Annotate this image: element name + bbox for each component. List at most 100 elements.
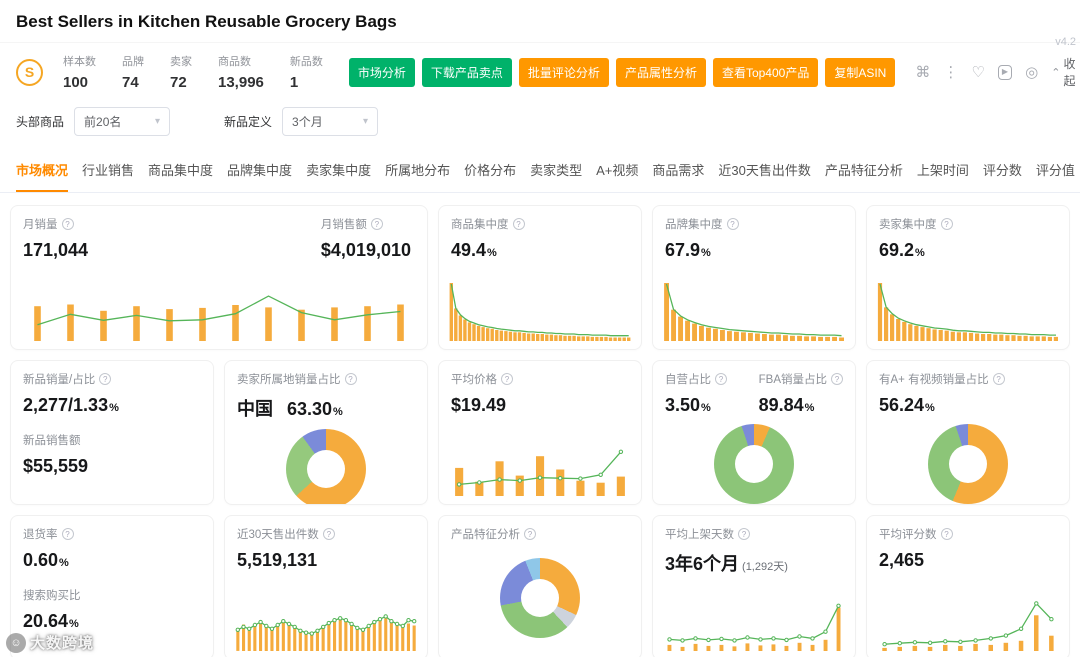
tab-location-distribution[interactable]: 所属地分布	[385, 163, 451, 178]
card-units-sold-30d: 近30天售出件数 ? 5,519,131	[224, 515, 428, 657]
watermark-logo-icon: ☺	[6, 632, 26, 653]
info-icon[interactable]: ?	[512, 218, 525, 230]
average-listing-age-value: 3年6个月 (1,292天)	[665, 554, 788, 574]
video-tutorial-icon[interactable]: ▶	[997, 64, 1013, 80]
stat-new-products: 新品数 1	[289, 56, 323, 91]
monthly-revenue-label: 月销售额	[320, 219, 367, 231]
product-concentration-value: 49.4%	[451, 240, 497, 260]
brand-concentration-chart	[663, 279, 845, 341]
version-label: v4.2	[1055, 36, 1076, 48]
location-donut-chart	[286, 429, 366, 504]
stat-products: 商品数 13,996	[218, 56, 264, 91]
chevron-up-icon: ⌃	[1051, 66, 1061, 79]
info-icon[interactable]: ?	[940, 218, 953, 230]
seller-concentration-chart	[877, 279, 1059, 341]
analysis-tab-bar: 市场概况 行业销售 商品集中度 品牌集中度 卖家集中度 所属地分布 价格分布 卖…	[0, 150, 1080, 193]
card-average-price: 平均价格 ? $19.49	[438, 360, 642, 505]
collapse-toggle[interactable]: ⌃ 收起	[1051, 57, 1076, 88]
monthly-sales-label: 月销量	[23, 219, 58, 231]
tab-aplus-video[interactable]: A+视频	[596, 163, 639, 178]
tab-brand-concentration[interactable]: 品牌集中度	[227, 163, 293, 178]
tab-market-overview[interactable]: 市场概况	[16, 150, 69, 192]
card-product-concentration: 商品集中度 ? 49.4%	[438, 205, 642, 350]
card-aplus-video-share: 有A+ 有视频销量占比 ? 56.24%	[866, 360, 1070, 505]
info-icon[interactable]: ?	[61, 218, 74, 230]
market-analysis-button[interactable]: 市场分析	[348, 57, 415, 87]
info-icon[interactable]: ?	[322, 528, 335, 540]
product-attribute-analysis-button[interactable]: 产品属性分析	[615, 57, 706, 87]
top-products-label: 头部商品	[16, 115, 65, 129]
card-average-listing-age: 平均上架天数 ? 3年6个月 (1,292天)	[652, 515, 856, 657]
shortcut-grid-icon[interactable]: ⌘	[915, 63, 931, 81]
units-sold-30d-chart	[235, 596, 417, 651]
return-rate-value: 0.60%	[23, 550, 69, 570]
chevron-down-icon: ▾	[363, 116, 369, 127]
info-icon[interactable]: ?	[831, 373, 843, 385]
action-buttons: 市场分析 下载产品卖点 批量评论分析 产品属性分析 查看Top400产品 复制A…	[348, 57, 896, 87]
amazon-owned-value: 3.50%	[665, 395, 711, 415]
fba-donut-chart	[714, 424, 794, 504]
info-icon[interactable]: ?	[726, 218, 739, 230]
new-product-sales-value: 2,277/1.33%	[23, 395, 119, 415]
stat-sample-count: 样本数 100	[63, 56, 96, 91]
info-icon[interactable]: ?	[344, 373, 357, 385]
search-purchase-ratio-value: 20.64%	[23, 611, 79, 631]
tab-rating-value[interactable]: 评分值	[1035, 163, 1075, 178]
monthly-sales-value: 171,044	[23, 240, 89, 260]
info-icon[interactable]: ?	[715, 373, 727, 385]
card-brand-concentration: 品牌集中度 ? 67.9%	[652, 205, 856, 350]
batch-review-analysis-button[interactable]: 批量评论分析	[518, 57, 609, 87]
fba-share-value: 89.84%	[758, 395, 815, 415]
copy-asin-button[interactable]: 复制ASIN	[825, 57, 896, 87]
tab-price-distribution[interactable]: 价格分布	[464, 163, 517, 178]
location-share-value: 63.30%	[287, 399, 343, 419]
new-product-definition-select[interactable]: 3个月 ▾	[282, 107, 379, 136]
card-return-rate: 退货率 ? 0.60% 搜索购买比 20.64%	[10, 515, 214, 657]
record-circle-icon[interactable]: ◎	[1025, 63, 1039, 81]
rating-count-chart	[877, 596, 1059, 651]
info-icon[interactable]: ?	[992, 373, 1005, 385]
view-top400-button[interactable]: 查看Top400产品	[712, 57, 819, 87]
tab-seller-concentration[interactable]: 卖家集中度	[306, 163, 372, 178]
sellersprite-logo-icon: S	[16, 58, 43, 86]
card-product-features: 产品特征分析 ?	[438, 515, 642, 657]
tab-product-features[interactable]: 产品特征分析	[824, 163, 903, 178]
info-icon[interactable]: ?	[524, 528, 536, 540]
more-vertical-icon[interactable]: ⋮	[943, 63, 959, 81]
monthly-revenue-value: $4,019,010	[320, 240, 411, 260]
header-icon-cluster: ⌘ ⋮ ♡ ▶ ◎ ⌃ 收起	[915, 55, 1079, 89]
card-monthly-sales: 月销量 ? 171,044 月销售额 ? $4,019,010	[10, 205, 428, 350]
header-bar: S 样本数 100 品牌 74 卖家 72 商品数 13,996 新品数 1	[0, 42, 1080, 103]
average-price-value: $19.49	[451, 395, 507, 415]
product-features-donut-chart	[500, 558, 580, 638]
card-seller-location: 卖家所属地销量占比 ? 中国 63.30%	[224, 360, 428, 505]
info-icon[interactable]: ?	[99, 373, 112, 385]
new-product-revenue-value: $55,559	[23, 456, 89, 476]
watermark-text: 大数跨境	[30, 635, 95, 652]
tab-product-demand[interactable]: 商品需求	[652, 163, 705, 178]
summary-stats: 样本数 100 品牌 74 卖家 72 商品数 13,996 新品数 1	[63, 53, 323, 91]
card-fba-share: 自营占比 ? 3.50% FBA销量占比 ? 89.84%	[652, 360, 856, 505]
tab-industry-sales[interactable]: 行业销售	[82, 163, 135, 178]
new-product-definition-label: 新品定义	[224, 115, 273, 129]
filter-row: 头部商品 前20名 ▾ 新品定义 3个月 ▾	[0, 103, 1080, 150]
info-icon[interactable]: ?	[370, 218, 383, 230]
info-icon[interactable]: ?	[738, 528, 750, 540]
info-icon[interactable]: ?	[61, 528, 74, 540]
card-new-product-sales: 新品销量/占比 ? 2,277/1.33% 新品销售额 $55,559	[10, 360, 214, 505]
info-icon[interactable]: ?	[501, 373, 513, 385]
seller-concentration-value: 69.2%	[879, 240, 925, 260]
top-products-select[interactable]: 前20名 ▾	[74, 107, 171, 136]
favorite-heart-icon[interactable]: ♡	[971, 63, 985, 81]
chevron-down-icon: ▾	[154, 116, 161, 127]
tab-units-sold-30d[interactable]: 近30天售出件数	[718, 163, 811, 178]
card-seller-concentration: 卖家集中度 ? 69.2%	[866, 205, 1070, 350]
info-icon[interactable]: ?	[940, 528, 953, 540]
tab-listing-time[interactable]: 上架时间	[916, 163, 969, 178]
download-selling-points-button[interactable]: 下载产品卖点	[421, 57, 512, 87]
tab-seller-type[interactable]: 卖家类型	[530, 163, 583, 178]
watermark: ☺ 大数跨境	[6, 632, 94, 653]
tab-rating-count[interactable]: 评分数	[982, 163, 1022, 178]
tab-product-concentration[interactable]: 商品集中度	[148, 163, 214, 178]
